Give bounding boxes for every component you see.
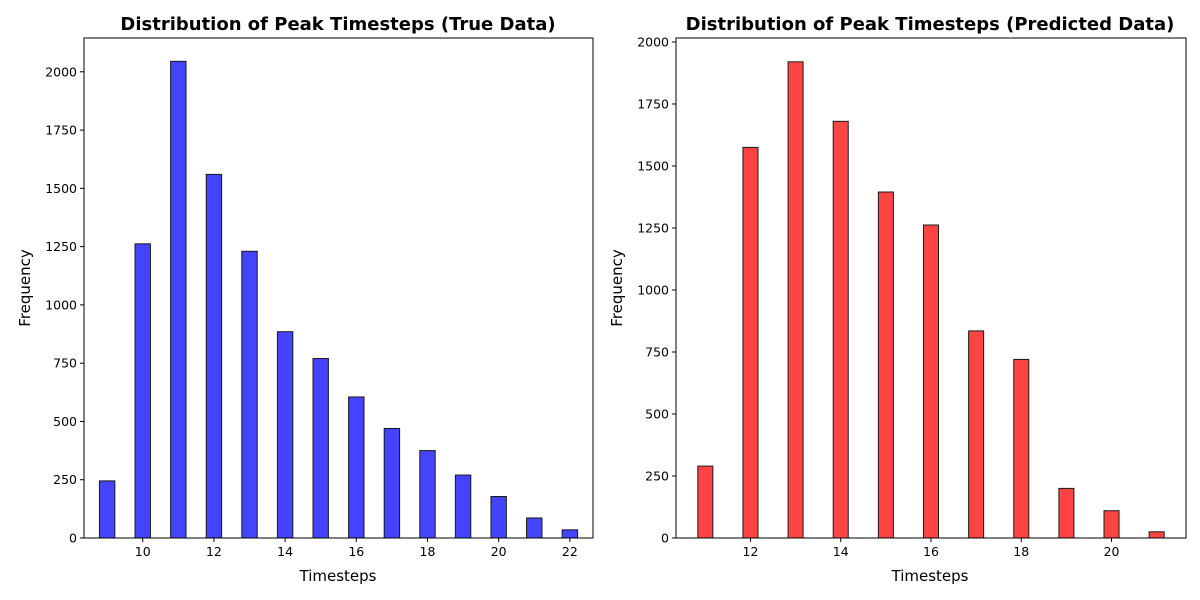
bar-20 [490, 496, 507, 539]
x-tick-label: 20 [1104, 544, 1120, 559]
bar-15 [312, 358, 329, 539]
y-tick-label: 1000 [637, 282, 669, 297]
y-tick-label: 2000 [45, 64, 77, 79]
chart-predicted-data: Distribution of Peak Timesteps (Predicte… [608, 14, 1187, 585]
y-tick-label: 250 [53, 472, 77, 487]
y-tick-label: 500 [53, 414, 77, 429]
bar-group [697, 61, 1165, 539]
x-tick-label: 12 [206, 544, 222, 559]
y-tick-label: 1250 [45, 239, 77, 254]
y-tick-label: 2000 [637, 34, 669, 49]
bar-9 [98, 480, 116, 539]
x-tick-label: 18 [1013, 544, 1029, 559]
x-tick-label: 16 [923, 544, 939, 559]
bar-22 [561, 529, 579, 539]
y-tick-label: 1500 [637, 158, 669, 173]
bar-13 [241, 250, 258, 539]
y-tick-label: 1750 [45, 123, 77, 138]
x-axis-ticks: 10 12 14 16 18 20 22 [135, 538, 578, 559]
y-tick-label: 500 [645, 406, 669, 421]
bar-21 [526, 517, 543, 539]
chart-true-data: Distribution of Peak Timesteps (True Dat… [16, 14, 594, 585]
bar-18 [1013, 358, 1030, 539]
chart-title: Distribution of Peak Timesteps (True Dat… [120, 14, 555, 35]
bar-15 [877, 191, 894, 539]
x-tick-label: 18 [420, 544, 436, 559]
bar-14 [832, 120, 849, 539]
bar-16 [922, 224, 940, 539]
x-tick-label: 14 [277, 544, 293, 559]
y-tick-label: 1000 [45, 297, 77, 312]
y-tick-label: 250 [645, 468, 669, 483]
y-tick-label: 1250 [637, 220, 669, 235]
x-tick-label: 10 [135, 544, 151, 559]
bar-14 [276, 331, 294, 539]
bar-10 [134, 243, 151, 539]
chart-title: Distribution of Peak Timesteps (Predicte… [686, 14, 1175, 35]
x-tick-label: 22 [562, 544, 578, 559]
plot-frame [83, 37, 594, 539]
bar-16 [348, 396, 365, 539]
bar-17 [968, 330, 985, 539]
bar-18 [419, 450, 436, 539]
x-tick-label: 12 [743, 544, 759, 559]
y-axis-ticks: 0 250 500 750 1000 1250 1500 1750 2000 [45, 64, 84, 546]
bar-17 [383, 427, 401, 539]
bar-12 [742, 146, 759, 539]
x-tick-label: 16 [348, 544, 364, 559]
bar-19 [1058, 487, 1075, 539]
bar-13 [787, 61, 804, 539]
bar-21 [1148, 531, 1165, 539]
x-tick-label: 14 [833, 544, 849, 559]
x-axis-label: Timesteps [299, 567, 377, 585]
y-axis-label: Frequency [608, 249, 626, 327]
bar-group [98, 60, 579, 539]
x-axis-label: Timesteps [891, 567, 969, 585]
bar-11 [170, 60, 187, 539]
bar-12 [205, 173, 223, 539]
plot-frame [675, 37, 1187, 539]
bar-19 [454, 474, 472, 539]
y-tick-label: 750 [645, 344, 669, 359]
x-tick-label: 20 [491, 544, 507, 559]
y-axis-label: Frequency [16, 249, 34, 327]
x-axis-ticks: 12 14 16 18 20 [743, 538, 1120, 559]
bar-11 [697, 465, 714, 539]
y-tick-label: 0 [69, 531, 77, 546]
y-tick-label: 1500 [45, 181, 77, 196]
y-axis-ticks: 0 250 500 750 1000 1250 1500 1750 2000 [637, 34, 676, 546]
y-tick-label: 750 [53, 356, 77, 371]
y-tick-label: 1750 [637, 96, 669, 111]
bar-20 [1103, 510, 1120, 539]
y-tick-label: 0 [661, 531, 669, 546]
